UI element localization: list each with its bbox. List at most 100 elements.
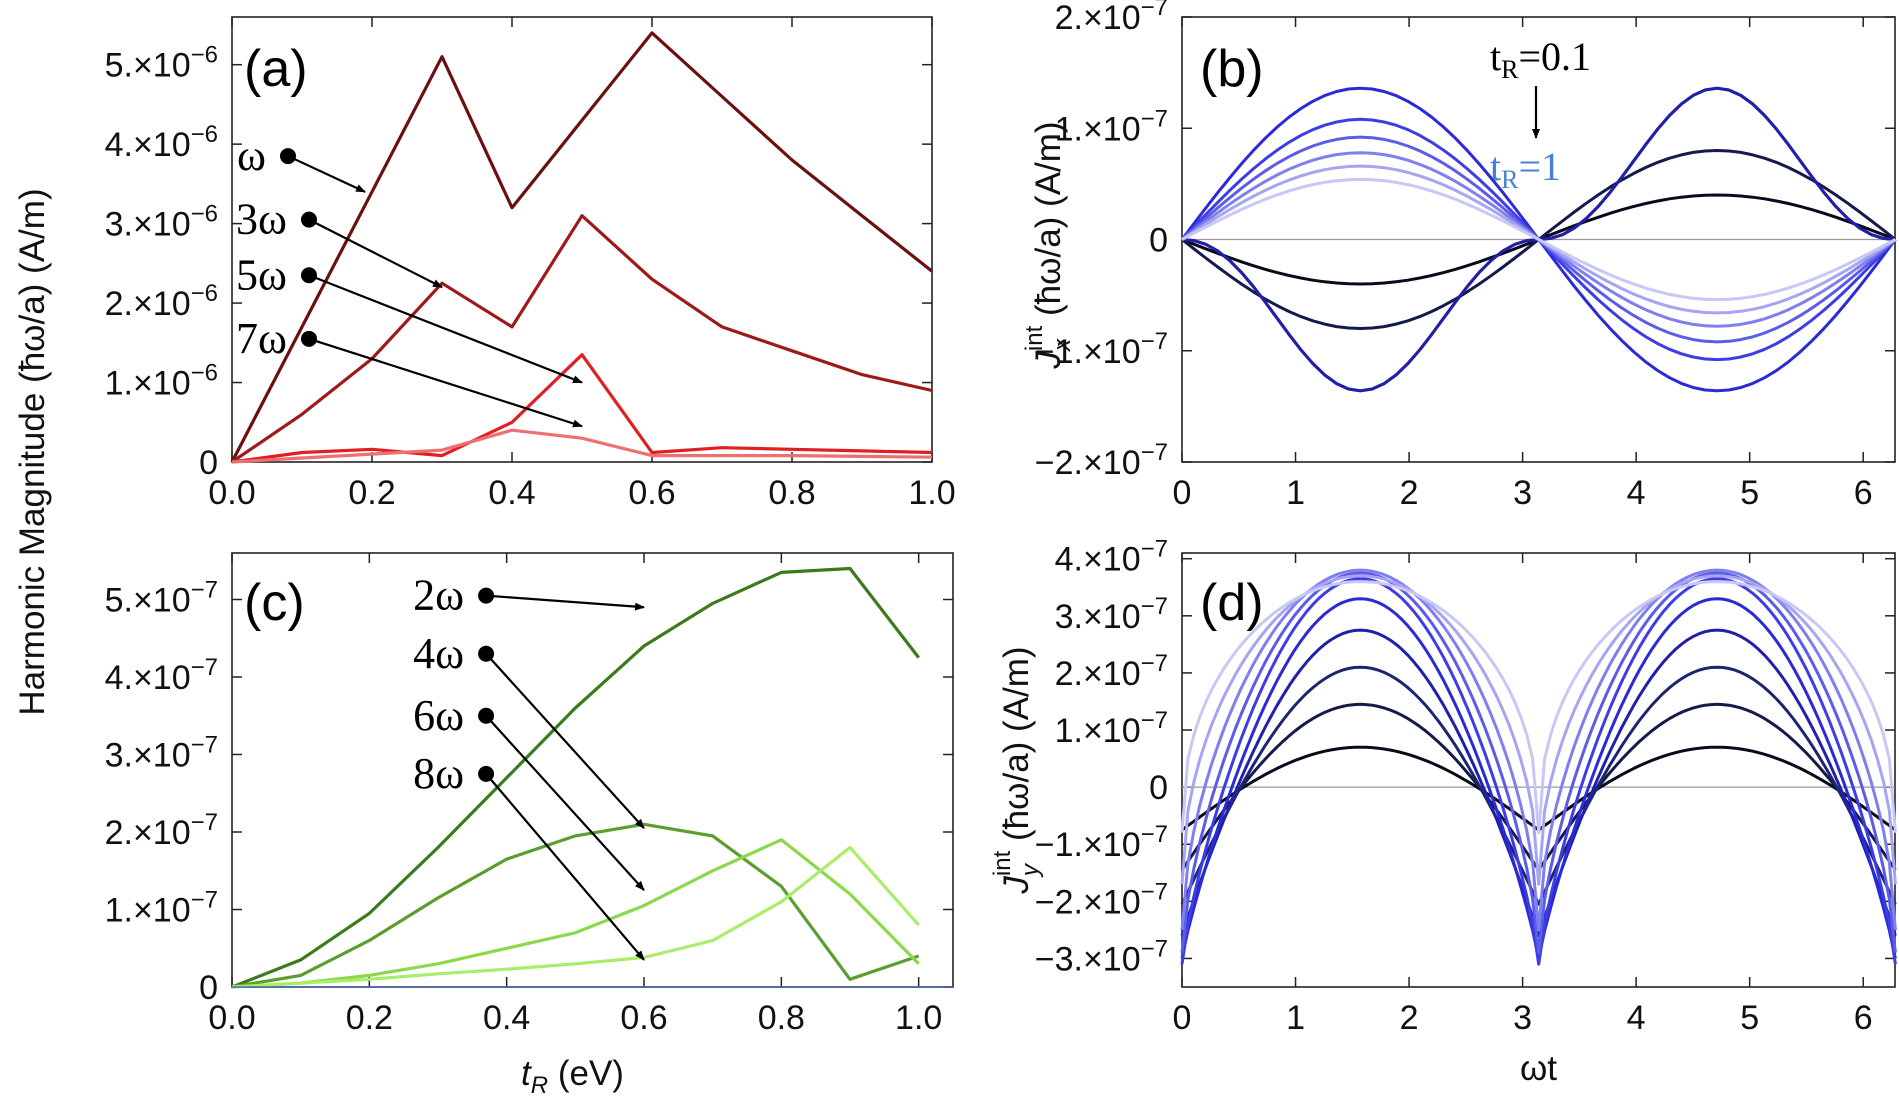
y-axis-label: Jyint (ħω/a) (A/m) (989, 646, 1044, 894)
annotation-dot (478, 587, 495, 604)
x-tick-label: 0.6 (620, 999, 667, 1037)
x-tick-label: 0.4 (483, 999, 530, 1037)
y-tick-label: −1.×10−7 (1035, 328, 1168, 371)
x-tick-label: 3 (1513, 999, 1532, 1037)
x-tick-label: 0 (1173, 999, 1192, 1037)
panel-b-jx-current: 0 1 2 3 4 5 6 2.×10−7 1.×10−7 0 −1.×10−7 −2.×10−7 (b… (1021, 0, 1897, 512)
annotation-dot (301, 330, 317, 347)
series-line-1 (231, 822, 920, 989)
y-tick-label: 2.×10−7 (1055, 0, 1168, 37)
current-curve-5 (1180, 577, 1897, 966)
x-tick-label: 0.0 (208, 999, 255, 1037)
panel-label: (b) (1200, 40, 1264, 98)
y-tick-label: 3.×10−6 (105, 201, 218, 244)
series-line-3 (231, 845, 920, 989)
x-tick-label: 6 (1854, 474, 1873, 512)
series-line-0 (231, 566, 920, 989)
y-tick-label: 4.×10−7 (1055, 536, 1168, 579)
panel-c-harmonics-even: 0.0 0.2 0.4 0.6 0.8 1.0 0 1.×10−7 2.×10−7 3.×10−7… (105, 552, 954, 1099)
annotation-arrow (485, 715, 645, 891)
harmonic-label: 4ω (413, 629, 464, 678)
x-tick-label: 1.0 (895, 999, 942, 1037)
x-tick-label: 0.4 (488, 474, 535, 512)
x-tick-label: 0 (1173, 474, 1192, 512)
panel-label: (a) (244, 40, 308, 98)
annotation-arrow (308, 337, 583, 428)
current-curve-3 (1180, 628, 1897, 938)
harmonic-label: 2ω (413, 571, 464, 620)
series-line-0 (230, 31, 933, 463)
x-tick-label: 0.6 (628, 474, 675, 512)
plot-frame (231, 16, 933, 463)
current-curve-6 (1180, 571, 1897, 955)
x-tick-label: 0.2 (346, 999, 393, 1037)
y-tick-label: 2.×10−7 (1055, 650, 1168, 693)
harmonic-label: 3ω (236, 195, 287, 244)
y-tick-label: −2.×10−7 (1035, 878, 1168, 921)
x-tick-label: 0.8 (758, 999, 805, 1037)
y-tick-label: −3.×10−7 (1035, 935, 1168, 978)
panel-label: (d) (1200, 574, 1264, 632)
annotation-arrow (485, 594, 645, 611)
y-tick-label: 5.×10−7 (105, 577, 218, 620)
x-tick-label: 1.0 (908, 474, 955, 512)
panel-d-jy-current: 0 1 2 3 4 5 6 4.×10−7 3.×10−7 2.×10−7 1.×10−7 0 −1.×… (989, 536, 1897, 1088)
shared-y-axis-label: Harmonic Magnitude (ħω/a) (A/m) (13, 188, 52, 715)
y-tick-label: 4.×10−6 (105, 121, 218, 164)
annotation-arrow (485, 653, 645, 829)
annotation-arrow (308, 218, 443, 289)
annotation-arrow (485, 773, 645, 961)
y-axis-label: Jxint (ħω/a) (A/m) (1021, 121, 1076, 369)
y-tick-label: 0 (199, 969, 218, 1007)
annotation-dot (301, 211, 317, 228)
panel-a-harmonics-odd: 0.0 0.2 0.4 0.6 0.8 1.0 0 1.×10−6 2.×10−6 3.×10−6… (105, 16, 956, 512)
y-tick-label: 3.×10−7 (105, 732, 218, 775)
y-tick-label: 0 (199, 444, 218, 482)
x-tick-label: 0.8 (768, 474, 815, 512)
tr-annotation-top: tR=0.1 (1490, 34, 1591, 84)
harmonic-label: ω (237, 131, 266, 180)
plot-frame (1181, 552, 1896, 988)
x-tick-label: 4 (1627, 474, 1646, 512)
series-line-3 (231, 428, 933, 464)
y-tick-label: −2.×10−7 (1035, 439, 1168, 482)
annotation-dot (478, 765, 495, 782)
series-line-2 (231, 353, 933, 464)
x-tick-label: 3 (1513, 474, 1532, 512)
harmonic-label: 5ω (236, 250, 287, 299)
annotation-dot (280, 148, 296, 165)
harmonic-label: 7ω (236, 314, 287, 363)
annotation-dot (301, 267, 317, 284)
current-curve-2 (1180, 665, 1897, 906)
y-tick-label: 0 (1149, 222, 1168, 260)
y-tick-label: 1.×10−7 (105, 887, 218, 930)
y-tick-label: 3.×10−7 (1055, 593, 1168, 636)
y-tick-label: 1.×10−7 (1055, 105, 1168, 148)
annotation-arrow (308, 274, 583, 384)
series-line-1 (231, 214, 933, 464)
x-tick-label: 6 (1854, 999, 1873, 1037)
x-tick-label: 0.2 (348, 474, 395, 512)
current-curve-9 (1180, 580, 1897, 835)
x-tick-label: 2 (1400, 474, 1419, 512)
x-tick-label: 4 (1627, 999, 1646, 1037)
harmonic-label: 6ω (413, 691, 464, 740)
tr-annotation-bottom: tR=1 (1490, 144, 1561, 194)
y-tick-label: 5.×10−6 (105, 42, 218, 85)
y-tick-label: 2.×10−7 (105, 809, 218, 852)
panel-label: (c) (244, 574, 305, 632)
x-axis-label: tR (eV) (521, 1054, 624, 1099)
y-tick-label: 4.×10−7 (105, 654, 218, 697)
x-tick-label: 1 (1286, 999, 1305, 1037)
x-tick-label: 5 (1740, 999, 1759, 1037)
x-tick-label: 2 (1400, 999, 1419, 1037)
x-tick-label: 5 (1740, 474, 1759, 512)
y-tick-label: 1.×10−6 (105, 360, 218, 403)
x-tick-label: 0.0 (208, 474, 255, 512)
harmonic-label: 8ω (413, 749, 464, 798)
x-tick-label: 1 (1286, 474, 1305, 512)
y-tick-label: 0 (1149, 769, 1168, 807)
y-tick-label: 2.×10−6 (105, 280, 218, 323)
annotation-arrow (287, 155, 366, 193)
annotation-dot (478, 645, 495, 662)
